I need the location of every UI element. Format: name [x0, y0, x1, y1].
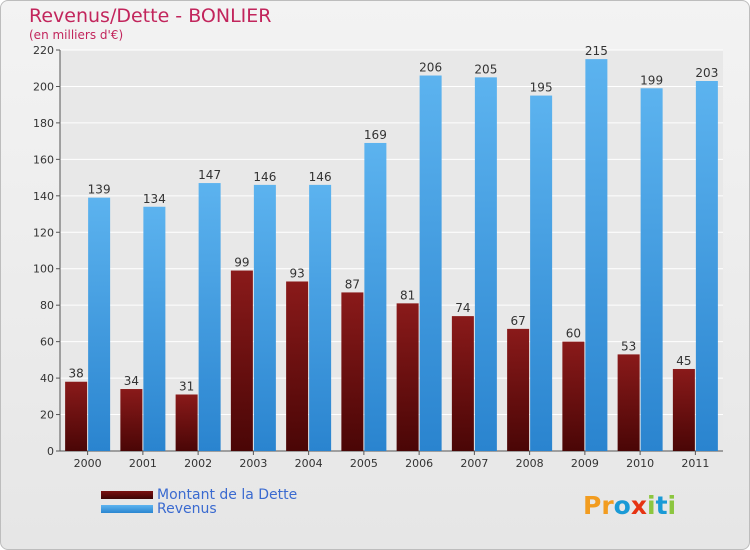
- data-label-dette-2009: 60: [566, 327, 581, 341]
- chart-subtitle: (en milliers d'€): [29, 28, 124, 42]
- bar-revenus-2004: [309, 184, 332, 451]
- logo-letter: i: [667, 491, 677, 520]
- legend-swatch-dette: [101, 491, 153, 499]
- bar-dette-2010: [617, 354, 640, 451]
- data-label-revenus-2007: 205: [474, 62, 497, 76]
- data-label-revenus-2009: 215: [585, 44, 608, 58]
- logo-letter: t: [655, 491, 668, 520]
- data-label-dette-2004: 93: [289, 266, 304, 280]
- y-tick-label-220: 220: [33, 44, 54, 57]
- x-tick-label-2004: 2004: [295, 457, 323, 470]
- data-label-dette-2011: 45: [676, 354, 691, 368]
- bar-revenus-2000: [88, 197, 111, 451]
- data-label-dette-2007: 74: [455, 301, 470, 315]
- data-label-revenus-2004: 146: [309, 170, 332, 184]
- bar-dette-2001: [120, 389, 143, 451]
- y-tick-label-0: 0: [47, 445, 54, 458]
- logo-letter: o: [613, 491, 631, 520]
- x-tick-label-2000: 2000: [74, 457, 102, 470]
- logo-letter: x: [630, 491, 647, 520]
- bar-dette-2004: [286, 281, 309, 451]
- bar-dette-2005: [341, 292, 364, 451]
- data-label-revenus-2010: 199: [640, 73, 663, 87]
- bar-revenus-2007: [474, 77, 497, 451]
- y-tick-label-140: 140: [33, 190, 54, 203]
- legend-label-revenus: Revenus: [157, 501, 217, 517]
- y-tick-label-160: 160: [33, 153, 54, 166]
- logo-letter: r: [601, 491, 614, 520]
- data-label-revenus-2003: 146: [253, 170, 276, 184]
- data-label-dette-2000: 38: [68, 367, 83, 381]
- bar-revenus-2002: [198, 183, 221, 452]
- x-tick-label-2003: 2003: [239, 457, 267, 470]
- data-label-revenus-2006: 206: [419, 61, 442, 75]
- x-tick-label-2010: 2010: [626, 457, 654, 470]
- y-tick-label-120: 120: [33, 226, 54, 239]
- x-tick-label-2006: 2006: [405, 457, 433, 470]
- bar-revenus-2003: [253, 184, 276, 451]
- x-tick-label-2002: 2002: [184, 457, 212, 470]
- x-tick-label-2005: 2005: [350, 457, 378, 470]
- x-tick-label-2008: 2008: [516, 457, 544, 470]
- bar-dette-2006: [396, 303, 419, 451]
- y-tick-label-60: 60: [40, 336, 54, 349]
- bar-dette-2003: [230, 270, 253, 451]
- data-label-revenus-2001: 134: [143, 192, 166, 206]
- data-label-revenus-2011: 203: [695, 66, 718, 80]
- data-label-dette-2003: 99: [234, 256, 249, 270]
- bar-revenus-2001: [143, 206, 166, 451]
- legend-label-dette: Montant de la Dette: [157, 487, 298, 503]
- data-label-dette-2006: 81: [400, 288, 415, 302]
- data-label-dette-2008: 67: [510, 314, 525, 328]
- x-tick-label-2001: 2001: [129, 457, 157, 470]
- plot-area: [60, 50, 723, 451]
- bar-dette-2008: [507, 328, 530, 451]
- bar-revenus-2010: [640, 88, 663, 451]
- x-tick-label-2007: 2007: [460, 457, 488, 470]
- y-tick-label-40: 40: [40, 372, 54, 385]
- data-label-revenus-2002: 147: [198, 168, 221, 182]
- chart-title: Revenus/Dette - BONLIER: [29, 5, 272, 27]
- data-label-revenus-2008: 195: [530, 81, 553, 95]
- data-label-dette-2002: 31: [179, 379, 194, 393]
- x-tick-label-2009: 2009: [571, 457, 599, 470]
- bar-dette-2011: [672, 368, 695, 451]
- y-tick-label-80: 80: [40, 299, 54, 312]
- data-label-dette-2005: 87: [345, 277, 360, 291]
- data-label-dette-2010: 53: [621, 339, 636, 353]
- bar-revenus-2009: [585, 59, 608, 451]
- bar-revenus-2005: [364, 142, 387, 451]
- proxiti-logo: Proxiti: [583, 491, 676, 520]
- logo-letter: i: [647, 491, 656, 520]
- y-tick-label-20: 20: [40, 409, 54, 422]
- bar-dette-2007: [451, 316, 474, 451]
- data-label-revenus-2005: 169: [364, 128, 387, 142]
- bar-revenus-2006: [419, 75, 442, 451]
- bar-revenus-2008: [530, 95, 553, 452]
- bar-revenus-2011: [695, 80, 718, 452]
- y-tick-label-180: 180: [33, 117, 54, 130]
- y-tick-label-100: 100: [33, 263, 54, 276]
- data-label-dette-2001: 34: [124, 374, 139, 388]
- data-label-revenus-2000: 139: [88, 183, 111, 197]
- y-tick-label-200: 200: [33, 80, 54, 93]
- bar-dette-2009: [562, 341, 585, 451]
- legend-swatch-revenus: [101, 505, 153, 513]
- bar-dette-2002: [175, 394, 198, 451]
- logo-letter: P: [583, 491, 602, 520]
- x-tick-label-2011: 2011: [681, 457, 709, 470]
- bar-dette-2000: [65, 381, 88, 451]
